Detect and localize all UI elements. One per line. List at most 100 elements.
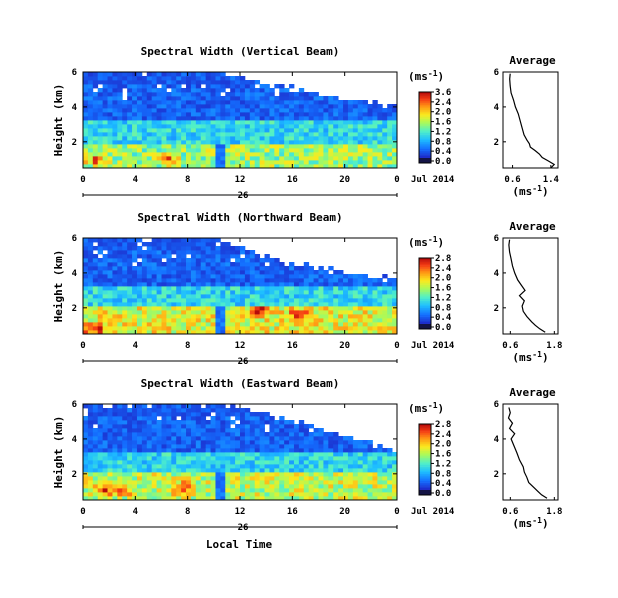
heatmap-cell xyxy=(367,140,373,145)
heatmap-cell xyxy=(240,270,246,275)
heatmap-cell xyxy=(97,492,104,497)
heatmap-cell xyxy=(235,76,241,81)
heatmap-cell xyxy=(338,326,344,331)
heatmap-cell xyxy=(274,116,280,121)
heatmap-cell xyxy=(107,476,113,481)
heatmap-cell xyxy=(240,160,246,165)
heatmap-cell xyxy=(323,282,329,287)
heatmap-cell xyxy=(347,108,354,113)
heatmap-cell xyxy=(122,322,128,327)
heatmap-cell xyxy=(303,456,310,461)
heatmap-cell xyxy=(83,76,89,81)
heatmap-cell xyxy=(176,420,182,425)
heatmap-cell xyxy=(205,116,211,121)
heatmap-cell xyxy=(97,140,104,145)
heatmap-cell xyxy=(146,294,153,299)
heatmap-cell xyxy=(102,476,108,481)
heatmap-cell xyxy=(205,480,211,485)
heatmap-cell xyxy=(303,104,310,109)
heatmap-cell xyxy=(303,448,310,453)
heatmap-cell xyxy=(107,456,113,461)
colorbar-segment xyxy=(419,127,431,130)
heatmap-cell xyxy=(254,128,261,133)
heatmap-cell xyxy=(171,100,177,105)
heatmap-cell xyxy=(343,326,349,331)
heatmap-cell xyxy=(141,164,148,169)
heatmap-cell xyxy=(377,480,383,485)
heatmap-cell xyxy=(186,318,192,323)
heatmap-cell xyxy=(284,460,290,465)
heatmap-cell xyxy=(87,290,94,295)
heatmap-cell xyxy=(352,488,359,493)
heatmap-cell xyxy=(186,132,192,137)
heatmap-cell xyxy=(249,432,256,437)
heatmap-cell xyxy=(92,270,99,275)
heatmap-cell xyxy=(107,440,113,445)
heatmap-cell xyxy=(107,286,113,291)
heatmap-cell xyxy=(259,424,265,429)
heatmap-cell xyxy=(117,108,123,113)
heatmap-cell xyxy=(338,270,344,275)
heatmap-cell xyxy=(303,136,310,141)
heatmap-cell xyxy=(382,116,388,121)
heatmap-cell xyxy=(136,132,143,137)
colorbar-segment xyxy=(419,450,431,453)
heatmap-cell xyxy=(122,266,128,271)
heatmap-cell xyxy=(298,148,305,153)
colorbar-segment xyxy=(419,475,431,478)
heatmap-cell xyxy=(279,476,285,481)
heatmap-cell xyxy=(357,480,364,485)
profile-y-tick-label: 4 xyxy=(494,269,500,279)
heatmap-cell xyxy=(293,492,300,497)
heatmap-cell xyxy=(210,80,216,85)
heatmap-cell xyxy=(249,274,256,279)
heatmap-cell xyxy=(249,112,256,117)
heatmap-cell xyxy=(83,144,89,149)
heatmap-cell xyxy=(205,436,211,441)
heatmap-cell xyxy=(259,270,265,275)
heatmap-cell xyxy=(195,96,202,101)
heatmap-cell xyxy=(186,156,192,161)
heatmap-cell xyxy=(313,484,319,489)
heatmap-cell xyxy=(97,124,104,129)
heatmap-cell xyxy=(372,330,378,335)
heatmap-cell xyxy=(107,460,113,465)
heatmap-cell xyxy=(156,132,162,137)
heatmap-cell xyxy=(92,286,99,291)
heatmap-cell xyxy=(230,318,236,323)
heatmap-cell xyxy=(357,116,364,121)
heatmap-cell xyxy=(279,314,285,319)
heatmap-cell xyxy=(333,472,339,477)
heatmap-cell xyxy=(161,480,167,485)
heatmap-cell xyxy=(151,322,157,327)
heatmap-cell xyxy=(269,496,275,501)
heatmap-cell xyxy=(249,484,256,489)
heatmap-cell xyxy=(274,136,280,141)
heatmap-cell xyxy=(205,238,211,243)
heatmap-cell xyxy=(151,330,157,335)
heatmap-cell xyxy=(357,476,364,481)
heatmap-cell xyxy=(112,88,118,93)
heatmap-cell xyxy=(249,464,256,469)
heatmap-cell xyxy=(220,294,226,299)
heatmap-cell xyxy=(83,298,89,303)
heatmap-cell xyxy=(195,436,202,441)
heatmap-cell xyxy=(362,460,368,465)
heatmap-cell xyxy=(186,250,192,255)
heatmap-cell xyxy=(347,144,354,149)
heatmap-cell xyxy=(127,116,133,121)
heatmap-cell xyxy=(313,108,319,113)
heatmap-cell xyxy=(347,322,354,327)
heatmap-cell xyxy=(87,112,94,117)
heatmap-cell xyxy=(240,456,246,461)
heatmap-cell xyxy=(151,424,157,429)
heatmap-cell xyxy=(205,468,211,473)
heatmap-cell xyxy=(97,476,104,481)
heatmap-cell xyxy=(215,302,221,307)
heatmap-cell xyxy=(274,274,280,279)
heatmap-cell xyxy=(392,144,398,149)
heatmap-cell xyxy=(240,96,246,101)
heatmap-cell xyxy=(117,440,123,445)
heatmap-cell xyxy=(333,278,339,283)
